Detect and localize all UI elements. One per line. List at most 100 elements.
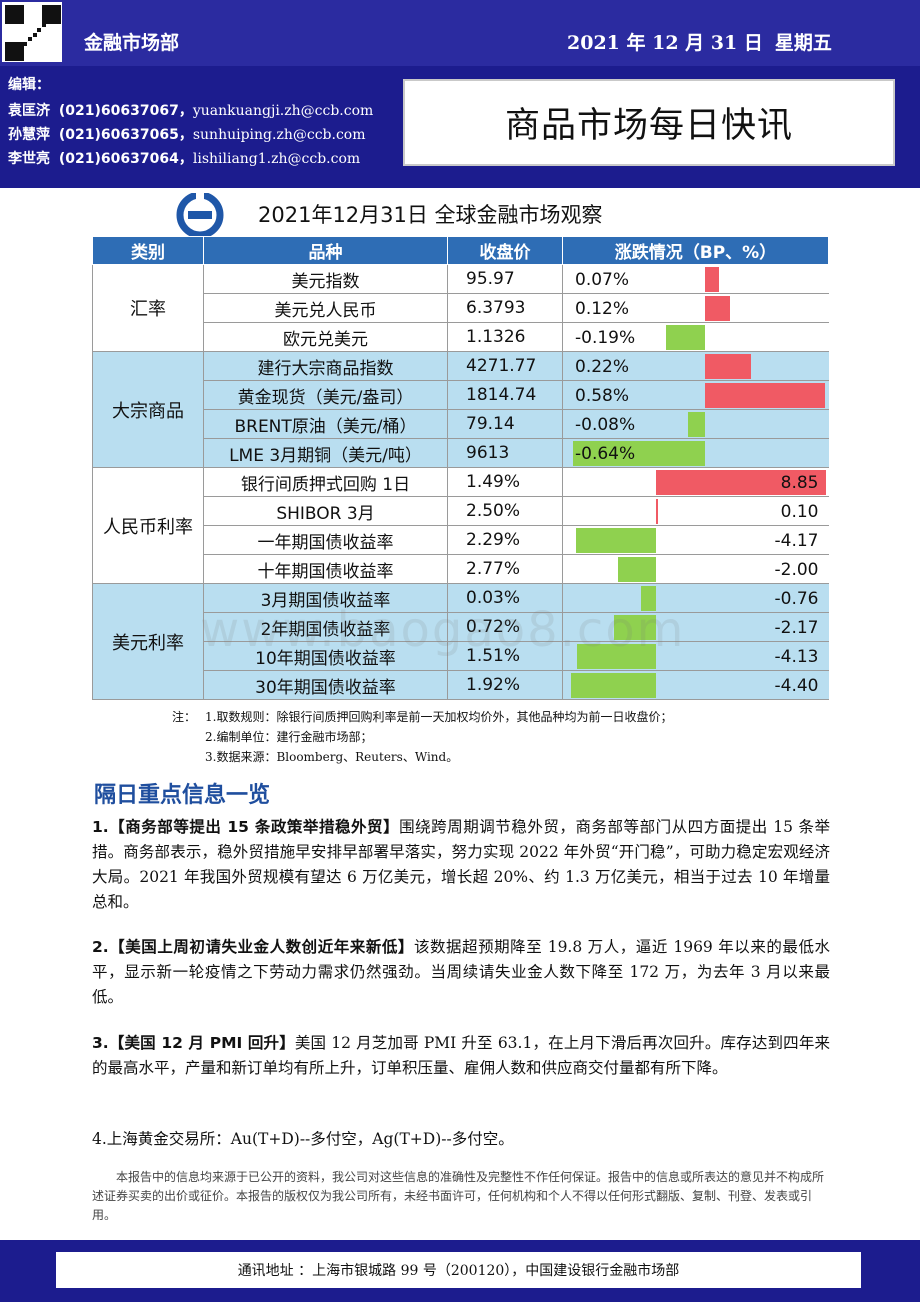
change-label: 0.12% (575, 299, 630, 319)
footer-address: 通讯地址 ：上海市银城路 99 号（200120），中国建设银行金融市场部 (56, 1252, 861, 1288)
editor-email[interactable]: yuankuangji.zh@ccb.com (192, 103, 374, 119)
change-label: -4.17 (774, 531, 819, 551)
close-cell: 2.50% (447, 496, 563, 526)
table-row: 人民币利率 银行间质押式回购 1日 1.49% 8.85 (92, 467, 829, 584)
change-cell: -4.13 (562, 641, 829, 671)
qr-code-icon (2, 2, 62, 62)
header-category: 类别 (92, 236, 204, 265)
change-cell: -0.64% (562, 438, 829, 468)
change-bar-up (705, 296, 730, 321)
editor-row: 袁匡济 (021)60637067，yuankuangji.zh@ccb.com (8, 103, 374, 119)
change-label: -4.40 (774, 676, 819, 696)
change-bar-down (665, 325, 705, 350)
change-cell: 0.10 (562, 496, 829, 526)
change-bar-down (576, 644, 656, 669)
header-bar (0, 0, 920, 66)
table-row: 2年期国债收益率 0.72% -2.17 (93, 612, 829, 642)
change-bar-down (614, 615, 656, 640)
change-cell: 0.58% (562, 380, 829, 410)
close-cell: 1.49% (447, 467, 563, 497)
table-row: 汇率 美元指数 95.97 0.07% (92, 264, 829, 352)
change-bar-up (656, 499, 658, 524)
change-bar-up (705, 383, 825, 408)
category-cell: 美元利率 (92, 583, 204, 700)
category-cell: 人民币利率 (92, 467, 204, 584)
change-cell: -0.19% (562, 322, 829, 352)
change-label: -0.64% (575, 444, 636, 464)
disclaimer: 本报告中的信息均来源于已公开的资料，我公司对这些信息的准确性及完整性不作任何保证… (92, 1170, 825, 1222)
change-bar-up (705, 354, 751, 379)
market-table: 类别 品种 收盘价 涨跌情况（BP、%） 汇率 美元指数 95.97 0.07% 美元兑… (92, 236, 829, 700)
news-item: 4.上海黄金交易所：Au(T+D)--多付空，Ag(T+D)--多付空。 (92, 1130, 514, 1148)
table-row: 大宗商品 建行大宗商品指数 4271.77 0.22% (92, 351, 829, 468)
item-cell: SHIBOR 3月 (203, 496, 448, 526)
change-label: 8.85 (780, 473, 819, 493)
table-row: 10年期国债收益率 1.51% -4.13 (93, 641, 829, 671)
weekday-text: 星期五 (774, 32, 832, 54)
close-cell: 4271.77 (447, 351, 563, 381)
note-item: 1.取数规则：除银行间质押回购利率是前一天加权均价外，其他品种均为前一日收盘价； (205, 710, 673, 724)
note-item: 2.编制单位：建行金融市场部； (205, 730, 373, 744)
table-row: 美元兑人民币 6.3793 0.12% (93, 293, 829, 323)
category-cell: 汇率 (92, 264, 204, 352)
item-cell: 黄金现货（美元/盎司） (203, 380, 448, 410)
item-cell: BRENT原油（美元/桶） (203, 409, 448, 439)
close-cell: 1.51% (447, 641, 563, 671)
item-cell: 银行间质押式回购 1日 (203, 467, 448, 497)
editor-row: 李世亮 (021)60637064，lishiliang1.zh@ccb.com (8, 151, 361, 167)
change-label: -0.19% (575, 328, 636, 348)
item-cell: LME 3月期铜（美元/吨） (203, 438, 448, 468)
table-row: BRENT原油（美元/桶） 79.14 -0.08% (93, 409, 829, 439)
change-label: 0.10 (780, 502, 819, 522)
report-date: 2021 年 12 月 31 日星期五 (567, 28, 844, 55)
change-cell: -0.76 (562, 583, 829, 613)
change-label: 0.22% (575, 357, 630, 377)
editors-label: 编辑： (8, 77, 50, 93)
table-row: 30年期国债收益率 1.92% -4.40 (93, 670, 829, 700)
item-cell: 美元兑人民币 (203, 293, 448, 323)
item-cell: 2年期国债收益率 (203, 612, 448, 642)
report-title: 商品市场每日快讯 (403, 79, 895, 166)
change-cell: -0.08% (562, 409, 829, 439)
change-bar-down (688, 412, 705, 437)
note-item: 3.数据来源：Bloomberg、Reuters、Wind。 (205, 750, 459, 764)
change-cell: 8.85 (562, 467, 829, 497)
ccb-logo-icon (176, 193, 224, 237)
item-cell: 3月期国债收益率 (203, 583, 448, 613)
change-label: -2.17 (774, 618, 819, 638)
market-table-title: 2021年12月31日 全球金融市场观察 (258, 203, 603, 227)
change-bar-down (575, 528, 656, 553)
change-bar-down (572, 441, 705, 466)
editor-email[interactable]: lishiliang1.zh@ccb.com (192, 151, 361, 167)
watermark: www.baogao8.com (200, 602, 686, 658)
note-prefix: 注： (172, 710, 197, 724)
change-label: -0.08% (575, 415, 636, 435)
date-text: 2021 年 12 月 31 日 (567, 32, 763, 54)
section-title: 隔日重点信息一览 (94, 783, 271, 808)
header-change: 涨跌情况（BP、%） (562, 236, 829, 265)
table-row: 一年期国债收益率 2.29% -4.17 (93, 525, 829, 555)
change-bar-down (571, 673, 656, 698)
change-label: -0.76 (774, 589, 819, 609)
news-item: 2.【美国上周初请失业金人数创近年来新低】该数据超预期降至 19.8 万人，逼近… (92, 938, 830, 1006)
change-label: -4.13 (774, 647, 819, 667)
item-cell: 10年期国债收益率 (203, 641, 448, 671)
table-row: 欧元兑美元 1.1326 -0.19% (93, 322, 829, 352)
close-cell: 6.3793 (447, 293, 563, 323)
item-cell: 美元指数 (203, 264, 448, 294)
change-bar-up (705, 267, 720, 292)
table-row: LME 3月期铜（美元/吨） 9613 -0.64% (93, 438, 829, 468)
table-row: 黄金现货（美元/盎司） 1814.74 0.58% (93, 380, 829, 410)
change-cell: -4.40 (562, 670, 829, 700)
department-name: 金融市场部 (84, 32, 180, 54)
close-cell: 2.77% (447, 554, 563, 584)
news-item: 3.【美国 12 月 PMI 回升】美国 12 月芝加哥 PMI 升至 63.1… (92, 1034, 830, 1077)
close-cell: 95.97 (447, 264, 563, 294)
change-bar-down (617, 557, 656, 582)
news-item: 1.【商务部等提出 15 条政策举措稳外贸】围绕跨周期调节稳外贸，商务部等部门从… (92, 818, 830, 911)
close-cell: 1814.74 (447, 380, 563, 410)
editor-email[interactable]: sunhuiping.zh@ccb.com (192, 127, 366, 143)
table-row: 美元利率 3月期国债收益率 0.03% -0.76 (92, 583, 829, 700)
item-cell: 十年期国债收益率 (203, 554, 448, 584)
change-cell: 0.07% (562, 264, 829, 294)
